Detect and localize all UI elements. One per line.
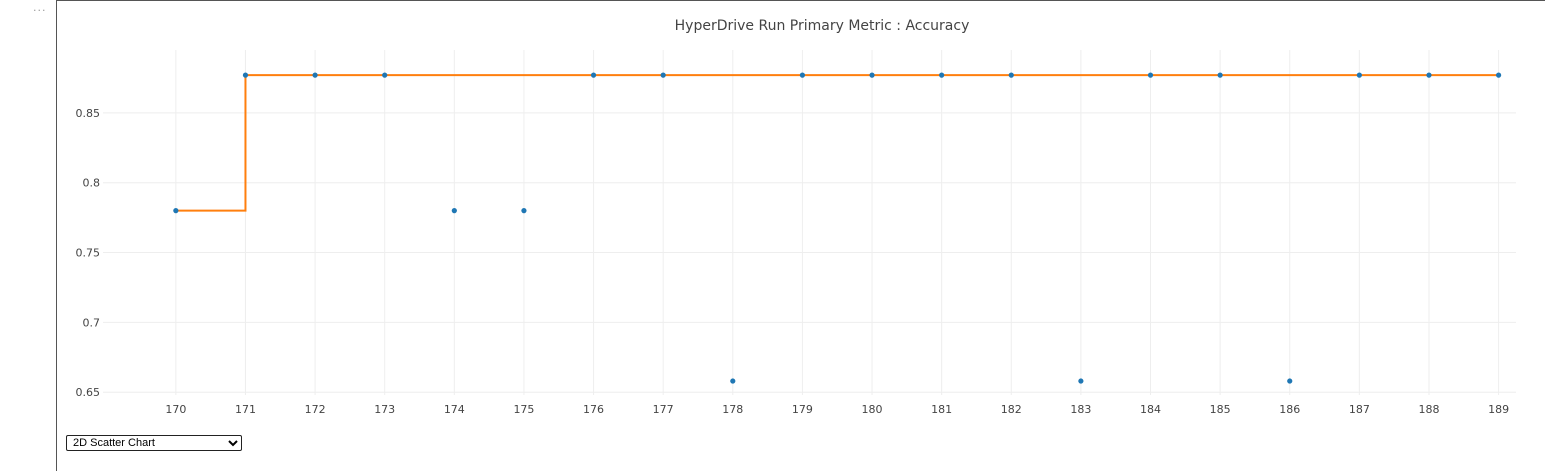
x-tick-label: 188 xyxy=(1418,403,1439,416)
x-tick-label: 176 xyxy=(583,403,604,416)
data-point[interactable] xyxy=(1495,72,1502,78)
gridlines xyxy=(103,50,1516,395)
best-metric-step-line xyxy=(175,74,1499,212)
x-tick-label: 186 xyxy=(1279,403,1300,416)
x-tick-label: 177 xyxy=(653,403,674,416)
tick-labels: 170 171 172 173 174 175 176 177 178 179 180 181 182 1… xyxy=(76,107,1510,416)
x-tick-label: 174 xyxy=(444,403,465,416)
x-tick-label: 181 xyxy=(931,403,952,416)
data-point[interactable] xyxy=(590,72,597,78)
chart-type-dropdown[interactable]: 2D Scatter Chart xyxy=(66,435,242,451)
x-tick-label: 171 xyxy=(235,403,256,416)
data-points-layer xyxy=(173,72,1502,384)
data-point[interactable] xyxy=(730,378,736,384)
x-tick-label: 189 xyxy=(1488,403,1509,416)
chart-title: HyperDrive Run Primary Metric : Accuracy xyxy=(675,18,970,34)
x-tick-label: 187 xyxy=(1349,403,1370,416)
data-point[interactable] xyxy=(939,72,945,78)
y-tick-label: 0.65 xyxy=(76,386,101,399)
x-tick-label: 184 xyxy=(1140,403,1161,416)
data-point[interactable] xyxy=(799,72,806,78)
data-point[interactable] xyxy=(382,72,388,78)
data-point[interactable] xyxy=(1356,72,1362,78)
cell-menu-icon[interactable]: ··· xyxy=(33,4,47,17)
data-point[interactable] xyxy=(1078,378,1084,384)
data-point[interactable] xyxy=(1008,72,1014,78)
best-metric-line-layer xyxy=(175,74,1499,212)
data-point[interactable] xyxy=(869,72,875,78)
data-point[interactable] xyxy=(1426,72,1432,78)
x-tick-label: 173 xyxy=(374,403,395,416)
data-point[interactable] xyxy=(451,208,457,214)
data-point[interactable] xyxy=(1147,72,1154,78)
data-point[interactable] xyxy=(1217,72,1223,78)
x-tick-label: 172 xyxy=(305,403,326,416)
data-point[interactable] xyxy=(1287,378,1293,384)
y-tick-label: 0.8 xyxy=(83,177,101,190)
x-tick-label: 179 xyxy=(792,403,813,416)
x-tick-label: 185 xyxy=(1210,403,1231,416)
data-point[interactable] xyxy=(660,72,666,78)
x-tick-label: 183 xyxy=(1070,403,1091,416)
x-tick-label: 182 xyxy=(1001,403,1022,416)
y-tick-label: 0.7 xyxy=(83,316,101,329)
y-tick-label: 0.85 xyxy=(76,107,101,120)
data-point[interactable] xyxy=(173,208,179,214)
x-tick-label: 170 xyxy=(165,403,186,416)
x-tick-label: 175 xyxy=(513,403,534,416)
x-tick-label: 180 xyxy=(862,403,883,416)
x-tick-label: 178 xyxy=(722,403,743,416)
data-point[interactable] xyxy=(242,72,249,78)
y-tick-label: 0.75 xyxy=(76,247,101,260)
data-point[interactable] xyxy=(312,72,318,78)
data-point[interactable] xyxy=(521,208,527,214)
